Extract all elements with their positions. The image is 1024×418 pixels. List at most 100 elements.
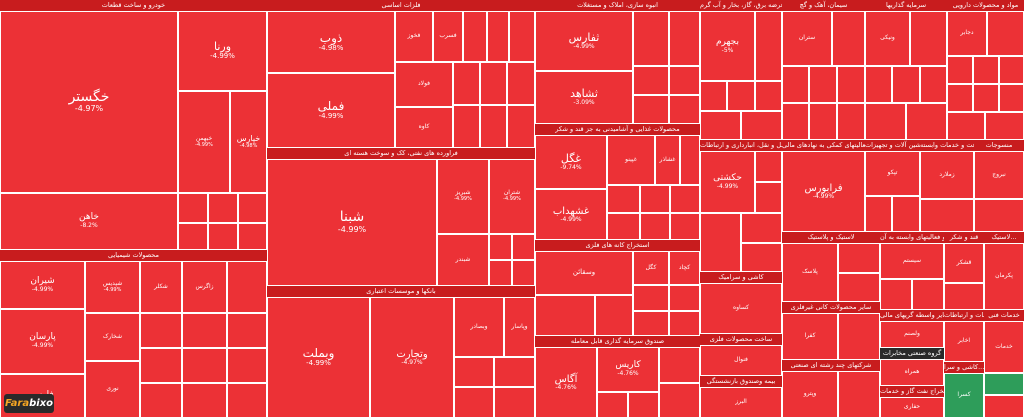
tile-kegol[interactable]: کگل	[633, 251, 669, 285]
tile-small[interactable]	[227, 261, 267, 313]
sector-header[interactable]: صندوق سرمایه گذاری قابل معامله	[535, 336, 700, 347]
sector-header[interactable]: فلزات اساسی	[267, 0, 535, 11]
tile-small[interactable]	[741, 213, 782, 243]
tile-shetran[interactable]: شتران -4.99%	[489, 159, 535, 234]
tile-khgostar[interactable]: خگستر -4.97%	[0, 11, 178, 193]
tile-dejaber[interactable]: دجابر	[947, 11, 987, 56]
tile-small[interactable]	[454, 387, 494, 418]
tile-green[interactable]	[984, 373, 1024, 395]
tile-small[interactable]	[669, 95, 700, 124]
sector-header[interactable]: سرمایه گذاریها	[865, 0, 947, 11]
tile-small[interactable]	[633, 66, 669, 95]
tile-small[interactable]	[494, 387, 535, 418]
tile-kaveh[interactable]: کاوه	[395, 107, 453, 148]
tile-small[interactable]	[607, 185, 640, 213]
tile-small[interactable]	[669, 311, 700, 336]
tile-farabourse[interactable]: فرابورس -4.99%	[782, 151, 865, 232]
tile-small[interactable]	[755, 151, 782, 182]
tile-vtejarat[interactable]: وتجارت -4.97%	[370, 297, 454, 418]
tile-small[interactable]	[512, 260, 535, 286]
tile-shebandar[interactable]: شبندر	[437, 234, 489, 286]
tile-small[interactable]	[607, 213, 640, 240]
sector-header[interactable]: استخراج نفت گاز و خدمات	[880, 386, 944, 397]
sector-header[interactable]: بانکها و موسسات اعتباری	[267, 286, 535, 297]
sector-header[interactable]: بیمه وصندوق بازنشستگی	[700, 376, 782, 387]
tile-small[interactable]	[809, 66, 837, 103]
sector-header[interactable]: خدمات فنی	[984, 310, 1024, 321]
tile-small[interactable]	[999, 56, 1024, 84]
tile-small[interactable]	[509, 11, 535, 62]
tile-karis[interactable]: کاریس -4.76%	[597, 347, 659, 392]
tile-ghegol[interactable]: غگل -9.74%	[535, 135, 607, 189]
tile-small[interactable]	[640, 213, 670, 240]
tile-small[interactable]	[865, 103, 906, 140]
tile-small[interactable]	[454, 357, 494, 387]
tile-kesaveh[interactable]: کساوه	[700, 283, 782, 334]
tile-small[interactable]	[227, 348, 267, 383]
sector-header[interactable]: قند و شکر	[944, 232, 984, 243]
tile-small[interactable]	[463, 11, 487, 62]
sector-header[interactable]: منسوجات	[974, 140, 1024, 151]
tile-small[interactable]	[182, 383, 227, 418]
tile-vniki[interactable]: ونیکی	[865, 11, 910, 66]
tile-varna[interactable]: ورنا -4.99%	[178, 11, 267, 91]
tile-small[interactable]	[973, 56, 999, 84]
tile-fasorb[interactable]: فسرب	[433, 11, 463, 62]
tile-small[interactable]	[628, 392, 659, 418]
tile-small[interactable]	[227, 383, 267, 418]
tile-small[interactable]	[489, 234, 512, 260]
sector-header[interactable]: انبوه سازی، املاک و مستغلات	[535, 0, 700, 11]
tile-small[interactable]	[489, 260, 512, 286]
tile-small[interactable]	[700, 213, 741, 272]
tile-vpetro[interactable]: وپترو	[782, 371, 838, 418]
tile-small[interactable]	[140, 383, 182, 418]
tile-small[interactable]	[670, 185, 700, 213]
tile-khpars[interactable]: خپارس -4.98%	[230, 91, 267, 193]
tile-small[interactable]	[985, 112, 1024, 140]
tile-shebna[interactable]: شبنا -4.99%	[267, 159, 437, 286]
tile-pakerman[interactable]: پکرمان	[984, 243, 1024, 310]
tile-small[interactable]	[999, 84, 1024, 112]
tile-shekelar[interactable]: شکلر	[140, 261, 182, 313]
tile-agas[interactable]: آگاس -4.76%	[535, 347, 597, 418]
tile-kefra[interactable]: کفرا	[782, 313, 838, 360]
tile-small[interactable]	[487, 11, 509, 62]
tile-shkharak[interactable]: شخارک	[85, 313, 140, 361]
tile-small[interactable]	[920, 199, 974, 232]
sector-header[interactable]: عرضه برق، گاز، بخار و آب گرم	[700, 0, 782, 11]
sector-header[interactable]: رایانه و فعالیتهای وابسته به آن	[880, 232, 944, 243]
tile-small[interactable]	[880, 279, 912, 310]
sector-header[interactable]: زراعت و خدمات وابسته	[920, 140, 974, 151]
tile-nori[interactable]: نوری	[85, 361, 140, 418]
tile-shebriz[interactable]: شبریز -4.99%	[437, 159, 489, 234]
tile-hekeshti[interactable]: حکشتی -4.99%	[700, 151, 755, 213]
tile-kesra[interactable]: کسرا	[944, 373, 984, 418]
tile-small[interactable]	[809, 103, 837, 140]
tile-small[interactable]	[494, 357, 535, 387]
tile-shiran[interactable]: شیران -4.99%	[0, 261, 85, 309]
tile-small[interactable]	[453, 62, 480, 105]
tile-small[interactable]	[659, 347, 700, 383]
tile-small[interactable]	[480, 62, 507, 105]
sector-header[interactable]: اطلاعات و ارتباطات	[944, 310, 984, 321]
tile-small[interactable]	[633, 285, 669, 311]
tile-shapdis[interactable]: شپدیس -4.99%	[85, 261, 140, 313]
tile-small[interactable]	[947, 112, 985, 140]
tile-khahen[interactable]: خاهن -8.2%	[0, 193, 178, 250]
tile-small[interactable]	[944, 283, 984, 310]
tile-small[interactable]	[920, 66, 947, 103]
sector-header[interactable]: شرکتهای چند رشته ای صنعتی	[782, 360, 880, 371]
tile-small[interactable]	[741, 111, 782, 140]
tile-small[interactable]	[178, 193, 208, 223]
tile-small[interactable]	[910, 11, 947, 66]
tile-small[interactable]	[535, 295, 595, 336]
tile-zmelard[interactable]: زملارد	[920, 151, 974, 199]
tile-ghpino[interactable]: غپینو	[607, 135, 655, 185]
tile-bejahrom[interactable]: بجهرم -5%	[700, 11, 755, 81]
tile-small[interactable]	[865, 196, 892, 232]
tile-small[interactable]	[906, 103, 947, 140]
sector-header[interactable]: سیمان، آهک و گچ	[782, 0, 865, 11]
sector-header[interactable]: سایر واسطه گریهای مالی	[880, 310, 944, 321]
tile-system[interactable]: سیستم	[880, 243, 944, 279]
tile-small[interactable]	[669, 66, 700, 95]
